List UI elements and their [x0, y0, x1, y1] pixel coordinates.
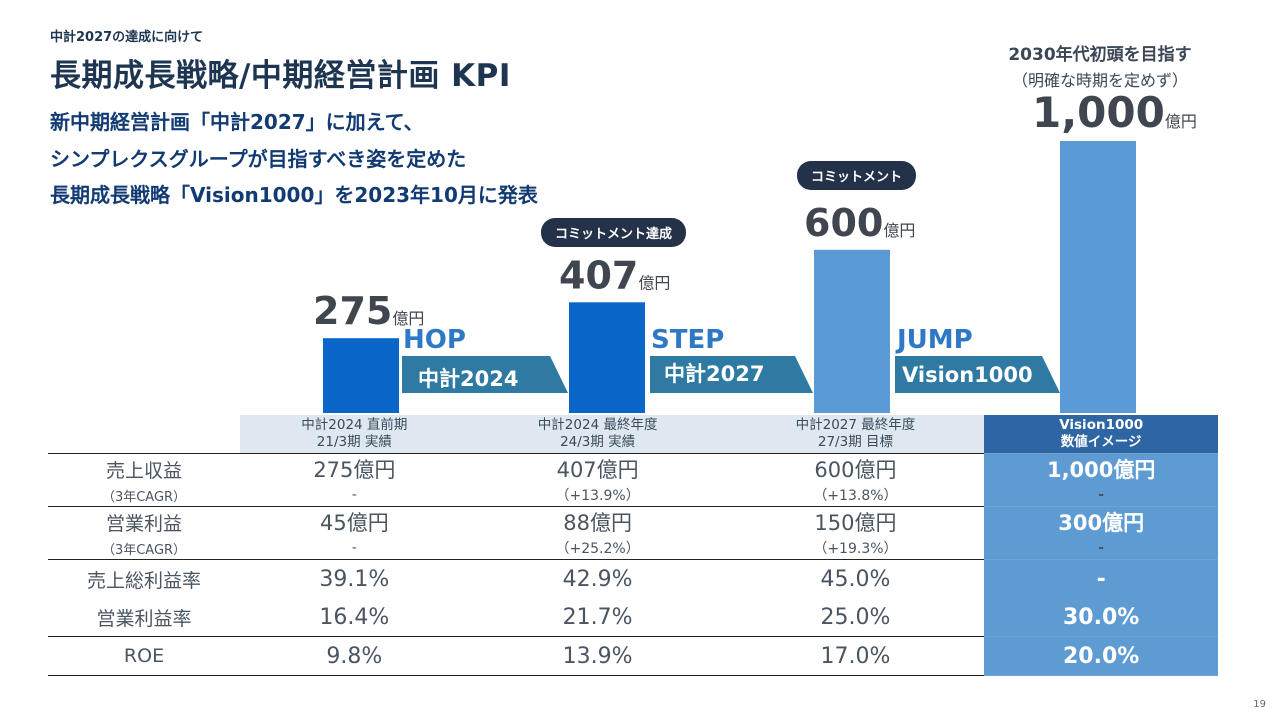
- header-col-2: 中計2024 最終年度 24/3期 実績: [468, 415, 727, 454]
- table-row-roe: ROE 9.8% 13.9% 17.0% 20.0%: [48, 636, 1218, 676]
- header-col-3-line2: 27/3期 目標: [817, 434, 893, 450]
- kpi-table: 中計2024 直前期 21/3期 実績 中計2024 最終年度 24/3期 実績 中…: [48, 415, 1218, 676]
- cell-revenue-1: 275億円: [240, 453, 469, 484]
- bar-2: [569, 302, 645, 413]
- commitment-achieved-badge: コミットメント達成: [541, 218, 687, 247]
- phase-hop: HOP: [403, 325, 466, 355]
- cell-gross-margin-1: 39.1%: [240, 559, 469, 598]
- vision-target-line1: 2030年代初頭を目指す: [1008, 45, 1192, 65]
- cell-roe-1: 9.8%: [240, 636, 469, 676]
- cell-op-margin-1: 16.4%: [319, 604, 390, 630]
- plan-label-vision: Vision1000: [902, 363, 1033, 387]
- bar-1: [323, 338, 399, 413]
- bar-unit-label-2: 億円: [638, 273, 670, 292]
- row-label-roe: ROE: [48, 636, 240, 676]
- bar-4: [1060, 141, 1136, 413]
- cell-gross-margin-2: 42.9%: [468, 559, 727, 598]
- plan-arrow-vision: [895, 356, 1060, 393]
- header-col-4: Vision1000 数値イメージ: [984, 415, 1218, 454]
- table-row-gross-margin: 売上総利益率 39.1% 42.9% 45.0% -: [48, 559, 1218, 598]
- cell-revenue-cagr-1: -: [351, 487, 357, 503]
- header-col-4-line2: 数値イメージ: [1060, 434, 1142, 450]
- cell-revenue-3: 600億円: [726, 453, 985, 484]
- plan-label-2024: 中計2024: [418, 367, 519, 391]
- table-row-op-profit: 営業利益 45億円 88億円 150億円 300億円: [48, 506, 1218, 537]
- table-row-revenue-cagr: （3年CAGR） - （+13.9%） （+13.8%） -: [48, 484, 1218, 507]
- cell-op-margin-2: 21.7%: [562, 604, 633, 630]
- row-label-revenue: 売上収益: [48, 453, 240, 484]
- header-col-4-line1: Vision1000: [1059, 417, 1144, 433]
- row-label-gross-margin: 売上総利益率: [48, 559, 240, 598]
- plan-arrow-2027: [650, 356, 813, 393]
- cell-roe-4: 20.0%: [984, 636, 1218, 676]
- phase-jump: JUMP: [897, 325, 973, 355]
- cell-gross-margin-3: 45.0%: [726, 559, 985, 598]
- cell-revenue-4: 1,000億円: [984, 453, 1218, 484]
- page-subtitle: 中計2027の達成に向けて: [50, 30, 204, 45]
- header-col-3-line1: 中計2027 最終年度: [795, 417, 916, 433]
- cell-op-cagr-1: -: [351, 540, 357, 556]
- header-col-2-line2: 24/3期 実績: [560, 434, 636, 450]
- header-col-1: 中計2024 直前期 21/3期 実績: [240, 415, 469, 454]
- cell-op-profit-1: 45億円: [240, 506, 469, 537]
- cell-revenue-2: 407億円: [468, 453, 727, 484]
- page-title: 長期成長戦略/中期経営計画 KPI: [50, 58, 511, 94]
- table-row-revenue: 売上収益 275億円 407億円 600億円 1,000億円: [48, 453, 1218, 484]
- cell-roe-3: 17.0%: [726, 636, 985, 676]
- row-label-revenue-cagr: （3年CAGR）: [101, 489, 187, 505]
- row-label-op-profit: 営業利益: [48, 506, 240, 537]
- bar-3: [814, 249, 890, 413]
- cell-op-profit-2: 88億円: [468, 506, 727, 537]
- cell-revenue-cagr-3: （+13.8%）: [813, 488, 898, 504]
- plan-arrows: [402, 356, 1060, 393]
- page-number: 19: [1253, 699, 1266, 710]
- header-blank: [48, 415, 240, 454]
- header-col-1-line1: 中計2024 直前期: [301, 417, 408, 433]
- bar-unit-label-3: 億円: [883, 221, 915, 240]
- header-col-1-line2: 21/3期 実績: [316, 434, 392, 450]
- cell-op-margin-4: 30.0%: [984, 598, 1218, 637]
- header-col-2-line1: 中計2024 最終年度: [537, 417, 658, 433]
- commitment-badge: コミットメント: [797, 161, 917, 190]
- plan-label-2027: 中計2027: [664, 362, 765, 386]
- table-row-op-cagr: （3年CAGR） - （+25.2%） （+19.3%） -: [48, 537, 1218, 560]
- lead-line-3: 長期成長戦略「Vision1000」を2023年10月に発表: [50, 183, 538, 207]
- phase-step: STEP: [651, 325, 725, 355]
- cell-op-profit-3: 150億円: [726, 506, 985, 537]
- cell-revenue-cagr-4: -: [984, 484, 1218, 507]
- lead-line-2: シンプレクスグループが目指すべき姿を定めた: [50, 147, 467, 171]
- lead-line-1: 新中期経営計画「中計2027」に加えて、: [50, 110, 424, 134]
- cell-roe-2: 13.9%: [468, 636, 727, 676]
- row-label-op-cagr: （3年CAGR）: [101, 542, 187, 558]
- bar-unit-label-1: 億円: [392, 309, 424, 328]
- bar-unit-label-4: 億円: [1165, 112, 1197, 131]
- cell-op-profit-4: 300億円: [984, 506, 1218, 537]
- header-col-3: 中計2027 最終年度 27/3期 目標: [726, 415, 985, 454]
- cell-op-cagr-4: -: [984, 537, 1218, 560]
- table-header-row: 中計2024 直前期 21/3期 実績 中計2024 最終年度 24/3期 実績 中…: [48, 415, 1218, 454]
- cell-gross-margin-4: -: [984, 559, 1218, 598]
- cell-op-cagr-2: （+25.2%）: [555, 541, 640, 557]
- cell-op-cagr-3: （+19.3%）: [813, 541, 898, 557]
- cell-op-margin-3: 25.0%: [820, 604, 891, 630]
- vision-target-note: 2030年代初頭を目指す （明確な時期を定めず）: [985, 40, 1215, 91]
- plan-arrow-2024: [402, 356, 568, 393]
- row-label-op-margin: 営業利益率: [96, 607, 192, 630]
- vision-target-line2: （明確な時期を定めず）: [1011, 71, 1188, 90]
- cell-revenue-cagr-2: （+13.9%）: [555, 488, 640, 504]
- table-row-op-margin: 営業利益率 16.4% 21.7% 25.0% 30.0%: [48, 598, 1218, 637]
